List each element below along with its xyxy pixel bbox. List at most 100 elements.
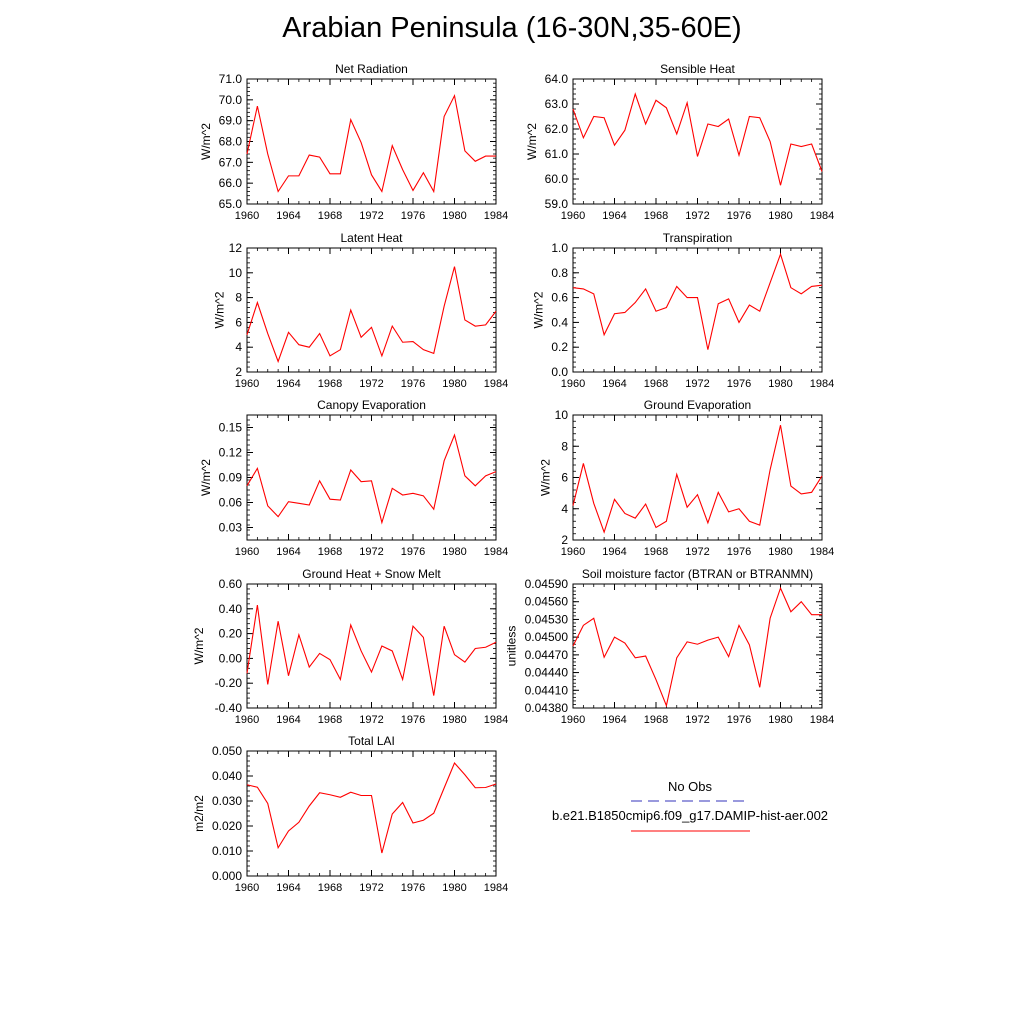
y-tick-label: 60.0 bbox=[545, 172, 569, 186]
panel-title: Latent Heat bbox=[340, 231, 403, 245]
plot-frame bbox=[572, 414, 823, 541]
x-tick-label: 1972 bbox=[359, 546, 383, 558]
y-tick-label: 0.04380 bbox=[525, 701, 569, 715]
panel-title: Ground Evaporation bbox=[644, 398, 751, 412]
y-tick-label: 0.04470 bbox=[525, 648, 569, 662]
x-tick-label: 1976 bbox=[727, 714, 751, 726]
y-tick-label: 2 bbox=[235, 365, 242, 379]
series-line bbox=[246, 266, 497, 364]
y-axis-label: W/m^2 bbox=[199, 123, 213, 160]
x-tick-label: 1968 bbox=[644, 378, 668, 390]
y-tick-label: 0.04440 bbox=[525, 666, 569, 680]
x-tick-label: 1968 bbox=[318, 714, 342, 726]
plot-frame bbox=[246, 750, 497, 877]
y-axis-label: W/m^2 bbox=[532, 291, 546, 328]
y-tick-label: 12 bbox=[229, 241, 243, 255]
x-tick-label: 1968 bbox=[644, 714, 668, 726]
y-tick-label: 0.06 bbox=[219, 496, 243, 510]
y-tick-label: 0.0 bbox=[551, 365, 568, 379]
x-tick-label: 1980 bbox=[768, 714, 792, 726]
panel-title: Soil moisture factor (BTRAN or BTRANMN) bbox=[582, 567, 813, 581]
y-tick-label: 0.03 bbox=[219, 521, 243, 535]
y-tick-label: 71.0 bbox=[219, 72, 243, 86]
y-axis-label: W/m^2 bbox=[538, 459, 552, 496]
x-tick-label: 1980 bbox=[442, 546, 466, 558]
plot-frame bbox=[246, 583, 497, 709]
y-tick-label: 0.030 bbox=[212, 794, 242, 808]
x-tick-label: 1972 bbox=[685, 378, 709, 390]
x-tick-label: 1984 bbox=[484, 714, 508, 726]
x-tick-label: 1984 bbox=[810, 378, 834, 390]
x-tick-label: 1960 bbox=[235, 210, 259, 222]
y-tick-label: 8 bbox=[235, 291, 242, 305]
x-tick-label: 1984 bbox=[484, 378, 508, 390]
x-tick-label: 1980 bbox=[442, 714, 466, 726]
y-tick-label: 0.20 bbox=[219, 627, 243, 641]
x-tick-label: 1972 bbox=[685, 210, 709, 222]
y-axis-label: W/m^2 bbox=[525, 123, 539, 160]
x-tick-label: 1984 bbox=[484, 546, 508, 558]
y-tick-label: 4 bbox=[561, 502, 568, 516]
chart-panel: 1960 1964 1968 1972 1976 1980 1984 65.0 66.0 67.0… bbox=[199, 62, 508, 222]
x-tick-label: 1984 bbox=[810, 210, 834, 222]
legend-obs-label: No Obs bbox=[668, 779, 713, 794]
y-tick-label: 10 bbox=[229, 266, 243, 280]
x-tick-label: 1976 bbox=[727, 378, 751, 390]
y-tick-label: 0.010 bbox=[212, 844, 242, 858]
x-tick-label: 1972 bbox=[359, 378, 383, 390]
chart-panel: 1960 1964 1968 1972 1976 1980 1984 0.0 0.2 0.4 0.6… bbox=[532, 231, 835, 390]
x-tick-label: 1984 bbox=[484, 882, 508, 894]
x-tick-label: 1964 bbox=[276, 882, 300, 894]
series-line bbox=[246, 433, 497, 525]
y-axis-label: W/m^2 bbox=[192, 627, 206, 664]
panel-title: Ground Heat + Snow Melt bbox=[302, 567, 441, 581]
x-tick-label: 1976 bbox=[401, 546, 425, 558]
x-tick-label: 1984 bbox=[484, 210, 508, 222]
panel-title: Sensible Heat bbox=[660, 62, 735, 76]
chart-panel: 1960 1964 1968 1972 1976 1980 1984 0.03 0.06 0.09… bbox=[199, 398, 508, 558]
legend-model-label: b.e21.B1850cmip6.f09_g17.DAMIP-hist-aer.… bbox=[552, 808, 828, 823]
x-tick-label: 1980 bbox=[768, 546, 792, 558]
plot-frame bbox=[572, 78, 823, 205]
panel-title: Net Radiation bbox=[335, 62, 408, 76]
y-tick-label: 62.0 bbox=[545, 122, 569, 136]
x-tick-label: 1960 bbox=[561, 210, 585, 222]
series-line bbox=[246, 761, 497, 854]
y-tick-label: 70.0 bbox=[219, 93, 243, 107]
y-tick-label: 0.6 bbox=[551, 291, 568, 305]
x-tick-label: 1968 bbox=[644, 546, 668, 558]
x-tick-label: 1980 bbox=[442, 882, 466, 894]
x-tick-label: 1980 bbox=[442, 210, 466, 222]
series-line bbox=[572, 425, 823, 534]
x-tick-label: 1984 bbox=[810, 714, 834, 726]
y-tick-label: 67.0 bbox=[219, 155, 243, 169]
x-tick-label: 1960 bbox=[561, 546, 585, 558]
x-tick-label: 1964 bbox=[276, 546, 300, 558]
series-line bbox=[572, 252, 823, 350]
x-tick-label: 1972 bbox=[359, 714, 383, 726]
x-tick-label: 1964 bbox=[276, 714, 300, 726]
y-tick-label: 6 bbox=[235, 315, 242, 329]
x-tick-label: 1964 bbox=[602, 714, 626, 726]
x-tick-label: 1968 bbox=[318, 378, 342, 390]
series-line bbox=[572, 92, 823, 186]
x-tick-label: 1964 bbox=[276, 210, 300, 222]
y-tick-label: 59.0 bbox=[545, 197, 569, 211]
y-axis-label: W/m^2 bbox=[212, 291, 226, 328]
y-tick-label: 1.0 bbox=[551, 241, 568, 255]
x-tick-label: 1968 bbox=[318, 882, 342, 894]
x-tick-label: 1976 bbox=[401, 882, 425, 894]
x-tick-label: 1976 bbox=[401, 210, 425, 222]
x-tick-label: 1960 bbox=[561, 378, 585, 390]
chart-panel: 1960 1964 1968 1972 1976 1980 1984 2 4 6 8 10 12 Late… bbox=[212, 231, 508, 390]
panel-title: Canopy Evaporation bbox=[317, 398, 426, 412]
y-tick-label: 8 bbox=[561, 439, 568, 453]
y-tick-label: 66.0 bbox=[219, 176, 243, 190]
x-tick-label: 1972 bbox=[685, 546, 709, 558]
x-tick-label: 1980 bbox=[768, 210, 792, 222]
y-tick-label: 0.040 bbox=[212, 769, 242, 783]
x-tick-label: 1976 bbox=[727, 210, 751, 222]
x-tick-label: 1968 bbox=[318, 546, 342, 558]
y-axis-label: m2/m2 bbox=[192, 795, 206, 832]
y-tick-label: 0.00 bbox=[219, 651, 243, 665]
